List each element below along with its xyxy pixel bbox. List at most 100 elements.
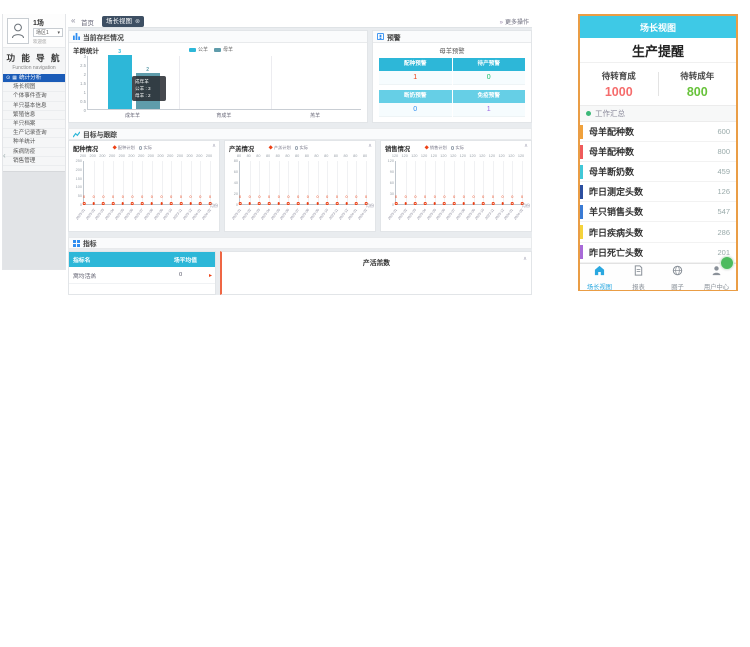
line-chart-legend: 销售计划 实际 xyxy=(424,145,464,151)
actual-value-label: 0 xyxy=(131,195,134,199)
user-card: 1场 场区1 ▾ 欢迎您 xyxy=(3,14,65,48)
data-point xyxy=(131,202,134,205)
work-summary-label: 工作汇总 xyxy=(595,109,625,118)
y-axis-tick: 0 xyxy=(235,203,238,207)
data-point xyxy=(501,202,504,205)
close-icon[interactable]: ⊗ xyxy=(135,18,141,25)
sidebar-item-2[interactable]: 个体事件查询 xyxy=(3,92,65,102)
gridline xyxy=(454,161,456,204)
bar-公羊[interactable] xyxy=(107,55,132,109)
plan-value-label: 120 xyxy=(420,154,428,158)
sidebar-item-6[interactable]: 生产记录查询 xyxy=(3,129,65,139)
line-chart-title: 配种情况 xyxy=(73,146,99,153)
bar-value-label: 3 xyxy=(118,49,122,55)
nav-item-0[interactable]: 场长视图 xyxy=(580,263,619,291)
row-label: 昨日测定头数 xyxy=(589,187,644,198)
actual-value-label: 0 xyxy=(287,195,290,199)
row-color-bar xyxy=(580,245,583,260)
legend-item[interactable]: 销售计划 xyxy=(424,145,447,151)
floating-badge[interactable] xyxy=(720,255,734,270)
y-axis-tick: 2.5 xyxy=(80,62,86,68)
collapse-menu-icon[interactable]: « xyxy=(71,16,76,25)
stat-value: 800 xyxy=(686,84,708,99)
y-axis-tick: 60 xyxy=(389,181,394,185)
nav-item-2[interactable]: 圈子 xyxy=(658,263,697,291)
legend-item[interactable]: 实际 xyxy=(138,145,152,151)
data-point xyxy=(189,202,192,205)
table-row[interactable]: 窝均活羔 0 ▸ xyxy=(69,267,215,284)
row-value: 201 xyxy=(717,247,730,257)
sidebar-collapse-arrow[interactable]: ‹ xyxy=(3,151,6,160)
actual-value-label: 0 xyxy=(364,195,368,199)
data-point xyxy=(296,202,300,205)
tab-home[interactable]: 首页 xyxy=(81,20,94,27)
actual-value-label: 0 xyxy=(102,195,105,199)
line-chart-title: 销售情况 xyxy=(385,146,411,153)
stat-pending-growing[interactable]: 待转育成 1000 xyxy=(580,70,658,99)
row-value: 286 xyxy=(717,227,730,237)
person-icon xyxy=(12,23,24,39)
sidebar-item-5[interactable]: 羊只档案 xyxy=(3,119,65,130)
list-item-4[interactable]: 羊只销售头数 547 xyxy=(580,202,736,223)
list-item-5[interactable]: 昨日疾病头数 286 xyxy=(580,222,736,243)
plan-value-label: 120 xyxy=(459,154,467,158)
tab-active-label: 场长视图 xyxy=(106,17,132,25)
legend-label: 公羊 xyxy=(198,47,209,53)
collapse-panel-icon[interactable]: ∧ xyxy=(523,143,528,149)
legend-item[interactable]: 配种计划 xyxy=(112,145,135,151)
alert-icon xyxy=(377,33,384,40)
sidebar-item-8[interactable]: 疾病防疫 xyxy=(3,147,65,157)
list-item-6[interactable]: 昨日死亡头数 201 xyxy=(580,243,736,263)
actual-value-label: 0 xyxy=(160,195,163,199)
sidebar-item-1[interactable]: 场长视图 xyxy=(3,83,65,93)
more-actions[interactable]: » 更多操作 xyxy=(500,17,529,26)
legend-item[interactable]: 产羔计划 xyxy=(268,145,291,151)
plan-value-label: 80 xyxy=(343,154,348,158)
gridline xyxy=(425,161,427,204)
gridline xyxy=(415,161,417,204)
actual-value-label: 0 xyxy=(511,195,514,199)
alert-value-cell: 1 xyxy=(379,71,452,85)
plan-value-label: 200 xyxy=(108,154,116,158)
gridline xyxy=(151,161,153,204)
collapse-panel-icon[interactable]: ∧ xyxy=(522,256,527,262)
farm-select[interactable]: 场区1 ▾ xyxy=(33,28,63,37)
chart-lambing: 产羔情况 产羔计划 实际 ∧ 80 80 80 80 80 80 80 80 80 80 80 80 80 80 8… xyxy=(224,140,376,232)
list-item-0[interactable]: 母羊配种数 600 xyxy=(580,122,736,143)
list-item-2[interactable]: 母羊断奶数 459 xyxy=(580,162,736,183)
actual-value-label: 0 xyxy=(433,195,436,199)
legend-item[interactable]: 母羊 xyxy=(214,46,233,53)
stat-pending-adult[interactable]: 待转成年 800 xyxy=(659,70,737,99)
circle-marker-icon xyxy=(138,146,143,150)
sidebar-item-9[interactable]: 销售管理 xyxy=(3,156,65,166)
sidebar-menu: ⊙ ▦ 统计分析 场长视图 个体事件查询 羊只基本信息 繁殖信息 羊只档案 生产记录查询 种羊统计… xyxy=(3,74,65,166)
more-actions-icon: » xyxy=(499,20,503,26)
data-point xyxy=(511,202,514,205)
nav-item-3[interactable]: 用户中心 xyxy=(697,263,736,291)
actual-value-label: 0 xyxy=(316,195,319,199)
sidebar-item-3[interactable]: 羊只基本信息 xyxy=(3,101,65,111)
nav-item-label: 用户中心 xyxy=(703,283,730,291)
gridline xyxy=(249,161,251,204)
sidebar-item-label: 生产记录查询 xyxy=(13,130,47,137)
farm-select-value: 场区1 xyxy=(36,30,49,36)
list-item-3[interactable]: 昨日测定头数 126 xyxy=(580,182,736,203)
module-icon: ▦ xyxy=(12,75,17,81)
list-item-1[interactable]: 母羊配种数 800 xyxy=(580,142,736,163)
sidebar-item-4[interactable]: 繁殖信息 xyxy=(3,110,65,120)
work-summary-section: 工作汇总 xyxy=(580,105,736,122)
row-color-bar xyxy=(580,225,583,240)
sidebar-item-0[interactable]: ⊙ ▦ 统计分析 xyxy=(3,74,65,84)
legend-item[interactable]: 实际 xyxy=(450,145,464,151)
legend-item[interactable]: 公羊 xyxy=(189,46,208,53)
collapse-panel-icon[interactable]: ∧ xyxy=(211,143,216,149)
collapse-panel-icon[interactable]: ∧ xyxy=(367,143,372,149)
x-axis-name: 月份 xyxy=(366,203,374,208)
sidebar-item-7[interactable]: 种羊统计 xyxy=(3,138,65,148)
legend-item[interactable]: 实际 xyxy=(294,145,308,151)
nav-item-1[interactable]: 报表 xyxy=(619,263,658,291)
row-value: 459 xyxy=(717,167,730,177)
actual-value-label: 0 xyxy=(482,195,485,199)
tab-active[interactable]: 场长视图 ⊗ xyxy=(102,15,145,27)
